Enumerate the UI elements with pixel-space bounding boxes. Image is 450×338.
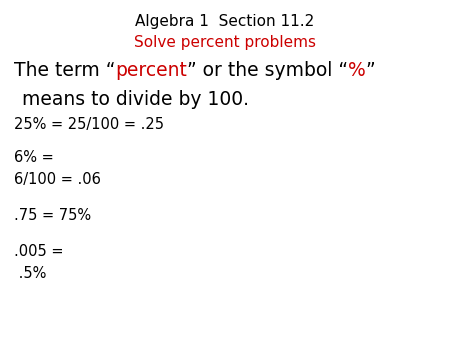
Text: 6/100 = .06: 6/100 = .06 [14,172,100,187]
Text: Algebra 1  Section 11.2: Algebra 1 Section 11.2 [135,14,315,28]
Text: %: % [348,61,365,80]
Text: percent: percent [115,61,187,80]
Text: Solve percent problems: Solve percent problems [134,35,316,50]
Text: 6% =: 6% = [14,150,53,165]
Text: 25% = 25/100 = .25: 25% = 25/100 = .25 [14,117,163,131]
Text: .75 = 75%: .75 = 75% [14,208,90,223]
Text: means to divide by 100.: means to divide by 100. [22,90,249,108]
Text: ” or the symbol “: ” or the symbol “ [187,61,348,80]
Text: The term “: The term “ [14,61,115,80]
Text: ”: ” [365,61,375,80]
Text: .005 =: .005 = [14,244,63,259]
Text: .5%: .5% [14,266,46,281]
